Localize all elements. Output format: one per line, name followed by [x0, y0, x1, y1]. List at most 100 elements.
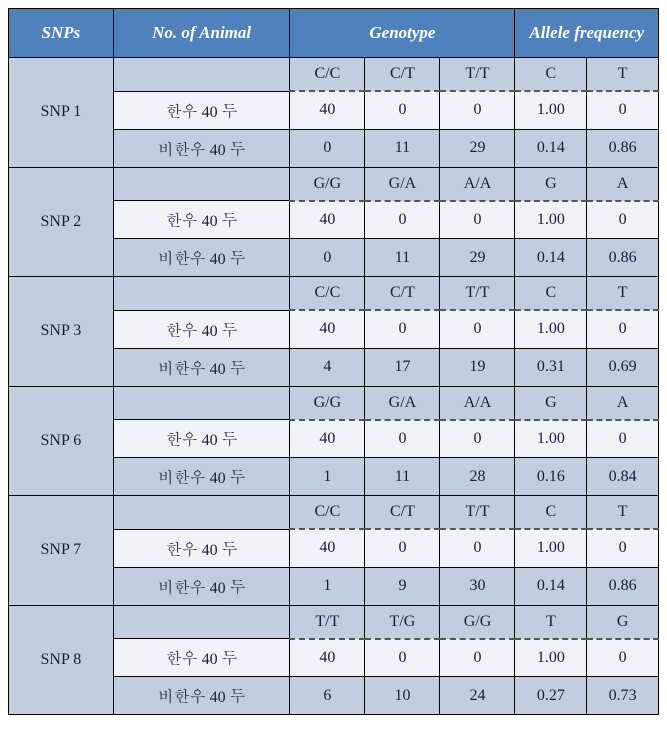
- genotype-value: 1: [290, 567, 365, 605]
- genotype-value: 0: [440, 201, 515, 239]
- allele-value: 0.86: [587, 567, 659, 605]
- animal-label: 한우 40 두: [113, 310, 290, 348]
- animal-label: 한우 40 두: [113, 529, 290, 567]
- genotype-value: 40: [290, 639, 365, 677]
- allele-header: T: [587, 496, 659, 530]
- genotype-value: 40: [290, 420, 365, 458]
- allele-header: A: [587, 386, 659, 420]
- empty-cell: [113, 167, 290, 201]
- allele-header: C: [515, 496, 587, 530]
- table-row: SNP 7C/CC/TT/TCT: [9, 496, 659, 530]
- genotype-header: C/T: [365, 496, 440, 530]
- genotype-value: 0: [365, 529, 440, 567]
- empty-cell: [113, 58, 290, 92]
- genotype-value: 11: [365, 129, 440, 167]
- allele-value: 1.00: [515, 420, 587, 458]
- animal-label: 한우 40 두: [113, 420, 290, 458]
- snp-name: SNP 1: [9, 58, 114, 168]
- genotype-value: 11: [365, 458, 440, 496]
- allele-value: 0: [587, 639, 659, 677]
- genotype-value: 0: [365, 91, 440, 129]
- allele-value: 0: [587, 310, 659, 348]
- genotype-value: 0: [290, 239, 365, 277]
- table-row: SNP 2G/GG/AA/AGA: [9, 167, 659, 201]
- empty-cell: [113, 277, 290, 311]
- empty-cell: [113, 496, 290, 530]
- genotype-value: 0: [440, 91, 515, 129]
- genotype-value: 0: [440, 639, 515, 677]
- genotype-header: A/A: [440, 167, 515, 201]
- snp-name: SNP 2: [9, 167, 114, 277]
- animal-label: 한우 40 두: [113, 91, 290, 129]
- genotype-header: C/T: [365, 58, 440, 92]
- col-allele: Allele frequency: [515, 9, 659, 58]
- genotype-value: 1: [290, 458, 365, 496]
- allele-value: 0.27: [515, 677, 587, 715]
- genotype-value: 6: [290, 677, 365, 715]
- genotype-header: T/G: [365, 605, 440, 639]
- genotype-header: C/C: [290, 58, 365, 92]
- animal-label: 비한우 40 두: [113, 567, 290, 605]
- genotype-value: 28: [440, 458, 515, 496]
- allele-value: 0.16: [515, 458, 587, 496]
- genotype-value: 29: [440, 129, 515, 167]
- table-row: SNP 6G/GG/AA/AGA: [9, 386, 659, 420]
- genotype-value: 0: [365, 310, 440, 348]
- allele-value: 0: [587, 529, 659, 567]
- allele-value: 0.86: [587, 239, 659, 277]
- allele-value: 0: [587, 91, 659, 129]
- table-header-row: SNPs No. of Animal Genotype Allele frequ…: [9, 9, 659, 58]
- col-snps: SNPs: [9, 9, 114, 58]
- genotype-value: 40: [290, 91, 365, 129]
- genotype-header: A/A: [440, 386, 515, 420]
- genotype-header: T/T: [440, 496, 515, 530]
- genotype-value: 24: [440, 677, 515, 715]
- col-genotype: Genotype: [290, 9, 515, 58]
- allele-header: T: [587, 277, 659, 311]
- genotype-value: 0: [440, 529, 515, 567]
- animal-label: 비한우 40 두: [113, 677, 290, 715]
- animal-label: 비한우 40 두: [113, 458, 290, 496]
- allele-value: 1.00: [515, 91, 587, 129]
- allele-value: 1.00: [515, 529, 587, 567]
- genotype-value: 0: [365, 639, 440, 677]
- genotype-value: 0: [365, 420, 440, 458]
- allele-header: A: [587, 167, 659, 201]
- genotype-header: G/G: [440, 605, 515, 639]
- allele-header: C: [515, 277, 587, 311]
- animal-label: 한우 40 두: [113, 201, 290, 239]
- genotype-value: 4: [290, 348, 365, 386]
- allele-value: 0.69: [587, 348, 659, 386]
- genotype-header: G/A: [365, 386, 440, 420]
- genotype-header: G/G: [290, 167, 365, 201]
- allele-value: 0.84: [587, 458, 659, 496]
- genotype-value: 0: [365, 201, 440, 239]
- allele-value: 0.73: [587, 677, 659, 715]
- allele-value: 0: [587, 201, 659, 239]
- genotype-header: G/G: [290, 386, 365, 420]
- allele-value: 1.00: [515, 310, 587, 348]
- animal-label: 비한우 40 두: [113, 129, 290, 167]
- allele-value: 0.86: [587, 129, 659, 167]
- snp-table: SNPs No. of Animal Genotype Allele frequ…: [8, 8, 659, 715]
- genotype-value: 10: [365, 677, 440, 715]
- snp-name: SNP 3: [9, 277, 114, 387]
- col-no-animal: No. of Animal: [113, 9, 290, 58]
- genotype-value: 11: [365, 239, 440, 277]
- empty-cell: [113, 605, 290, 639]
- genotype-header: C/C: [290, 496, 365, 530]
- genotype-value: 0: [440, 310, 515, 348]
- allele-value: 0: [587, 420, 659, 458]
- genotype-header: C/C: [290, 277, 365, 311]
- allele-value: 1.00: [515, 201, 587, 239]
- genotype-header: T/T: [290, 605, 365, 639]
- animal-label: 비한우 40 두: [113, 348, 290, 386]
- allele-value: 0.14: [515, 239, 587, 277]
- allele-value: 1.00: [515, 639, 587, 677]
- table-body: SNP 1C/CC/TT/TCT한우 40 두40001.000비한우 40 두…: [9, 58, 659, 715]
- genotype-value: 19: [440, 348, 515, 386]
- genotype-value: 29: [440, 239, 515, 277]
- allele-header: G: [515, 167, 587, 201]
- genotype-header: T/T: [440, 58, 515, 92]
- genotype-header: T/T: [440, 277, 515, 311]
